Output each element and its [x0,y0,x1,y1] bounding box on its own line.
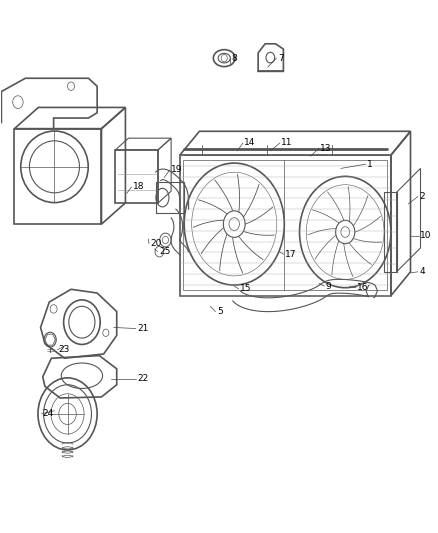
Text: 15: 15 [240,284,251,293]
Text: 16: 16 [357,283,369,292]
Text: 9: 9 [325,281,332,290]
Text: 8: 8 [231,54,237,62]
Text: 4: 4 [419,268,425,276]
Text: 7: 7 [278,54,283,62]
Text: 24: 24 [43,409,54,418]
Text: 22: 22 [137,374,148,383]
Text: 21: 21 [137,324,148,333]
Text: 20: 20 [150,239,162,248]
Text: 18: 18 [133,182,145,191]
Text: 23: 23 [59,345,70,354]
Text: 17: 17 [285,250,297,259]
Text: 19: 19 [171,166,183,174]
Text: 5: 5 [217,307,223,316]
Text: 14: 14 [244,139,256,148]
Text: 11: 11 [281,139,293,148]
Text: 2: 2 [419,192,425,201]
Text: 13: 13 [321,144,332,153]
Text: 1: 1 [367,160,373,168]
Text: 10: 10 [420,231,431,240]
Text: 25: 25 [159,247,170,256]
